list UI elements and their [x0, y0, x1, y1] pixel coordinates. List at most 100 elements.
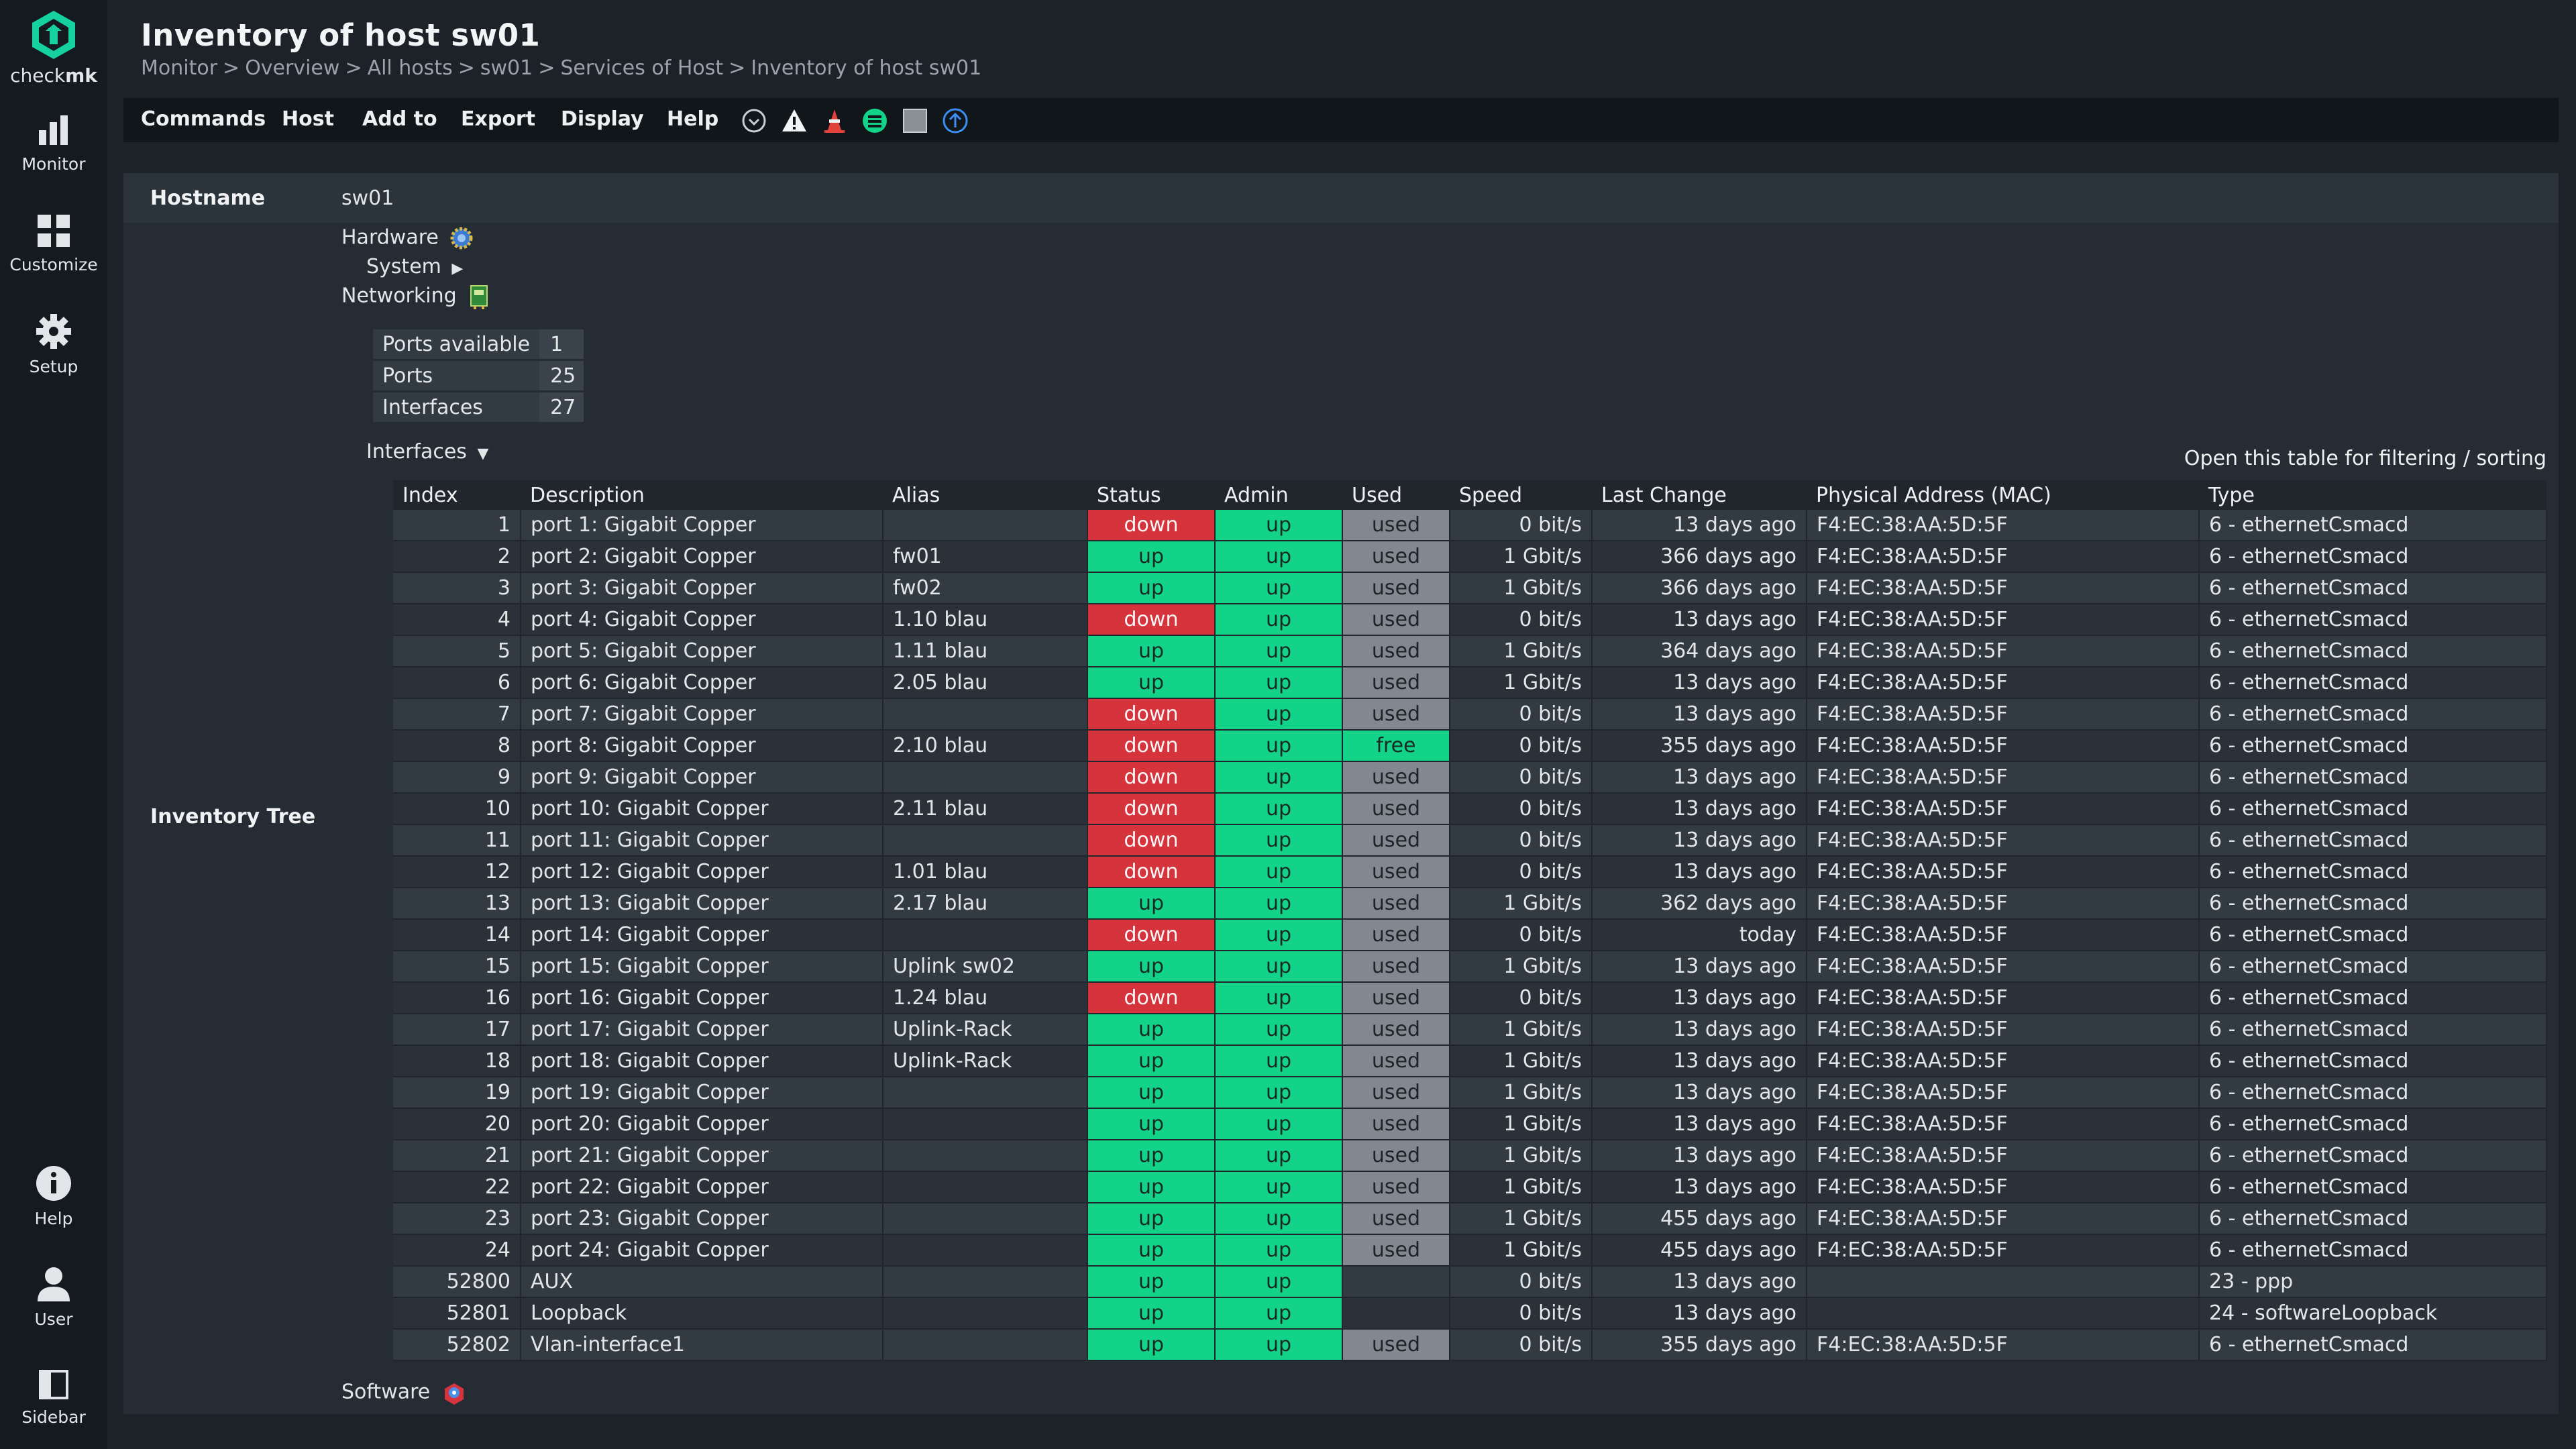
- cone-icon[interactable]: [821, 107, 848, 134]
- breadcrumb-overview[interactable]: Overview: [245, 56, 340, 80]
- index-cell: 10: [393, 793, 521, 825]
- header-description[interactable]: Description: [521, 480, 883, 510]
- nav-monitor[interactable]: Monitor: [0, 114, 107, 174]
- admin-cell: up: [1215, 1045, 1343, 1077]
- breadcrumb-all-hosts[interactable]: All hosts: [367, 56, 453, 80]
- used-cell: used: [1342, 888, 1450, 920]
- admin-cell: up: [1215, 635, 1343, 667]
- used-cell: used: [1342, 1014, 1450, 1046]
- status-cell: down: [1087, 698, 1216, 731]
- menu-add-to[interactable]: Add to: [362, 107, 437, 131]
- tree-node-hardware[interactable]: Hardware: [341, 225, 474, 251]
- nav-user[interactable]: User: [0, 1265, 107, 1329]
- type-cell: 6 - ethernetCsmacd: [2199, 1171, 2547, 1203]
- interfaces-table-header: Index Description Alias Status Admin Used Spee…: [393, 480, 2546, 510]
- alias-cell: 1.11 blau: [883, 635, 1088, 667]
- mac-cell: F4:EC:38:AA:5D:5F: [1807, 510, 2200, 541]
- mac-cell: F4:EC:38:AA:5D:5F: [1807, 919, 2200, 951]
- last-change-cell: today: [1592, 919, 1807, 951]
- header-last-change[interactable]: Last Change: [1592, 480, 1807, 510]
- header-mac[interactable]: Physical Address (MAC): [1807, 480, 2199, 510]
- status-cell: down: [1087, 982, 1216, 1014]
- nav-customize-label: Customize: [9, 255, 98, 274]
- header-admin[interactable]: Admin: [1215, 480, 1342, 510]
- status-cell: down: [1087, 919, 1216, 951]
- header-used[interactable]: Used: [1342, 480, 1450, 510]
- used-cell: [1342, 1297, 1450, 1330]
- index-cell: 52802: [393, 1329, 521, 1361]
- table-row: 6 port 6: Gigabit Copper 2.05 blau up up used…: [393, 667, 2547, 699]
- nav-sidebar[interactable]: Sidebar: [0, 1368, 107, 1427]
- upload-icon[interactable]: [942, 107, 969, 134]
- description-cell: Loopback: [521, 1297, 883, 1330]
- warning-icon[interactable]: [781, 107, 808, 134]
- admin-cell: up: [1215, 1234, 1343, 1267]
- header-index[interactable]: Index: [393, 480, 521, 510]
- alias-cell: [883, 1297, 1088, 1330]
- admin-cell: up: [1215, 951, 1343, 983]
- nav-help[interactable]: Help: [0, 1165, 107, 1228]
- alias-cell: fw02: [883, 572, 1088, 604]
- speed-cell: 0 bit/s: [1450, 761, 1593, 794]
- description-cell: port 10: Gigabit Copper: [521, 793, 883, 825]
- breadcrumb-monitor[interactable]: Monitor: [141, 56, 218, 80]
- type-cell: 6 - ethernetCsmacd: [2199, 982, 2547, 1014]
- alias-cell: [883, 919, 1088, 951]
- header-speed[interactable]: Speed: [1450, 480, 1592, 510]
- status-cell: up: [1087, 1077, 1216, 1109]
- header-alias[interactable]: Alias: [883, 480, 1087, 510]
- sidebar-icon: [39, 1370, 68, 1399]
- last-change-cell: 455 days ago: [1592, 1234, 1807, 1267]
- table-row: 52802 Vlan-interface1 up up used 0 bit/s 355 d…: [393, 1329, 2547, 1361]
- alias-cell: [883, 1140, 1088, 1172]
- index-cell: 17: [393, 1014, 521, 1046]
- table-row: 17 port 17: Gigabit Copper Uplink-Rack up up…: [393, 1014, 2547, 1046]
- menu-host[interactable]: Host: [282, 107, 334, 131]
- clock-icon[interactable]: [741, 107, 767, 134]
- status-cell: up: [1087, 1234, 1216, 1267]
- header-type[interactable]: Type: [2199, 480, 2546, 510]
- index-cell: 52801: [393, 1297, 521, 1330]
- tree-node-software[interactable]: Software: [341, 1379, 468, 1406]
- speed-cell: 0 bit/s: [1450, 1329, 1593, 1361]
- mac-cell: F4:EC:38:AA:5D:5F: [1807, 604, 2200, 636]
- type-cell: 6 - ethernetCsmacd: [2199, 1108, 2547, 1140]
- breadcrumb-current: Inventory of host sw01: [751, 56, 982, 80]
- description-cell: port 22: Gigabit Copper: [521, 1171, 883, 1203]
- open-table-link[interactable]: Open this table for filtering / sorting: [2184, 447, 2546, 470]
- tree-node-hardware-label: Hardware: [341, 225, 439, 250]
- speed-cell: 1 Gbit/s: [1450, 667, 1593, 699]
- checkmk-logo[interactable]: checkmk: [0, 8, 107, 87]
- speed-cell: 1 Gbit/s: [1450, 888, 1593, 920]
- stop-icon[interactable]: [902, 107, 928, 134]
- menu-commands[interactable]: Commands: [141, 107, 266, 131]
- menu-help[interactable]: Help: [667, 107, 719, 131]
- nav-customize[interactable]: Customize: [0, 213, 107, 274]
- header-status[interactable]: Status: [1087, 480, 1215, 510]
- nav-monitor-label: Monitor: [21, 154, 86, 174]
- list-icon[interactable]: [861, 107, 888, 134]
- speed-cell: 1 Gbit/s: [1450, 1140, 1593, 1172]
- networking-summary-table: Ports available 1 Ports 25 Interfaces 27: [373, 327, 584, 424]
- menu-display[interactable]: Display: [561, 107, 644, 131]
- tree-node-system[interactable]: System ▶: [366, 255, 463, 278]
- menu-export[interactable]: Export: [461, 107, 536, 131]
- speed-cell: 0 bit/s: [1450, 793, 1593, 825]
- used-cell: used: [1342, 1077, 1450, 1109]
- breadcrumb-host[interactable]: sw01: [480, 56, 533, 80]
- nav-sidebar-label: Sidebar: [21, 1407, 86, 1427]
- user-icon: [38, 1267, 70, 1301]
- index-cell: 16: [393, 982, 521, 1014]
- mac-cell: [1807, 1266, 2200, 1298]
- admin-cell: up: [1215, 824, 1343, 857]
- tree-node-networking[interactable]: Networking: [341, 283, 491, 310]
- alias-cell: 1.24 blau: [883, 982, 1088, 1014]
- type-cell: 6 - ethernetCsmacd: [2199, 919, 2547, 951]
- checkmk-logo-icon: [32, 11, 75, 59]
- breadcrumb-services-of-host[interactable]: Services of Host: [560, 56, 724, 80]
- table-row: 7 port 7: Gigabit Copper down up used 0 bit/s…: [393, 698, 2547, 731]
- nav-setup[interactable]: Setup: [0, 313, 107, 376]
- speed-cell: 1 Gbit/s: [1450, 541, 1593, 573]
- tree-node-interfaces[interactable]: Interfaces ▼: [366, 440, 488, 464]
- alias-cell: 2.10 blau: [883, 730, 1088, 762]
